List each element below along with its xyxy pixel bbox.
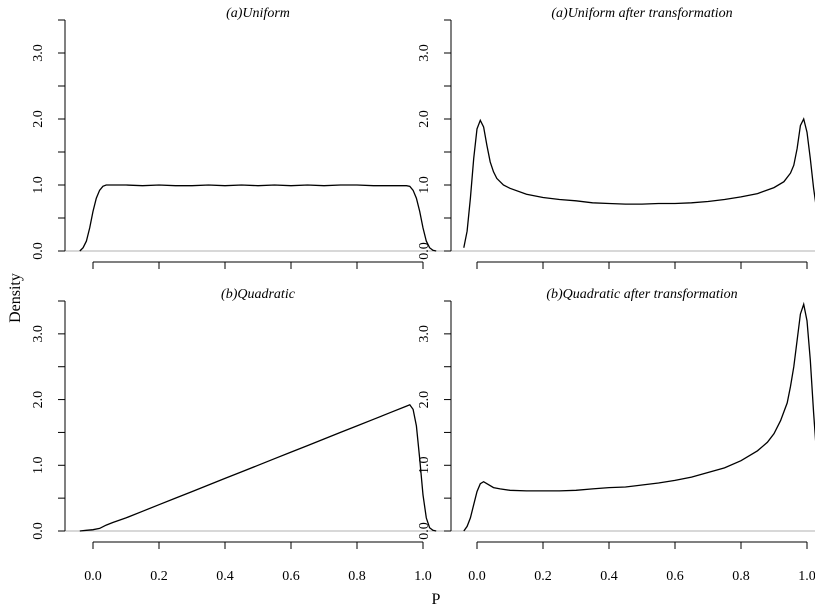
- x-tick-label: 0.0: [84, 569, 102, 584]
- x-tick-label: 0.6: [666, 569, 684, 584]
- y-tick-label: 2.0: [417, 110, 432, 128]
- x-tick-label: 0.6: [282, 569, 300, 584]
- y-tick-label: 0.0: [417, 522, 432, 540]
- y-tick-label: 1.0: [417, 457, 432, 475]
- x-tick-label: 0.2: [150, 569, 168, 584]
- x-tick-label: 0.8: [348, 569, 366, 584]
- panel-title: (a)Uniform after transformation: [551, 6, 732, 21]
- x-tick-label: 0.4: [216, 569, 234, 584]
- y-tick-label: 1.0: [31, 176, 46, 194]
- y-tick-label: 2.0: [417, 391, 432, 409]
- panel-quadratic-after-transformation: (b)Quadratic after transformation 0.0 1.0 2…: [417, 287, 815, 584]
- density-curve: [79, 404, 437, 532]
- panel-title: (b)Quadratic: [221, 287, 296, 302]
- density-curve: [463, 117, 815, 248]
- y-tick-label: 0.0: [417, 242, 432, 260]
- y-tick-label: 3.0: [417, 44, 432, 62]
- y-axis-title: Density: [7, 273, 24, 323]
- x-tick-label: 0.8: [732, 569, 750, 584]
- y-tick-label: 1.0: [31, 457, 46, 475]
- y-tick-label: 1.0: [417, 176, 432, 194]
- panel-title: (b)Quadratic after transformation: [546, 287, 737, 302]
- panel-title: (a)Uniform: [226, 6, 290, 21]
- x-tick-label: 0.4: [600, 569, 618, 584]
- x-axis-title: P: [432, 591, 441, 608]
- panel-uniform-after-transformation: (a)Uniform after transformation 0.0 1.0 2.0…: [417, 6, 815, 269]
- y-tick-label: 2.0: [31, 110, 46, 128]
- density-curve: [463, 301, 815, 532]
- y-tick-label: 3.0: [417, 325, 432, 343]
- x-tick-label: 0.2: [534, 569, 552, 584]
- y-tick-label: 0.0: [31, 242, 46, 260]
- y-tick-label: 2.0: [31, 391, 46, 409]
- y-tick-label: 3.0: [31, 325, 46, 343]
- y-tick-label: 0.0: [31, 522, 46, 540]
- x-tick-label: 1.0: [798, 569, 815, 584]
- x-tick-label: 0.0: [468, 569, 486, 584]
- x-tick-label: 1.0: [414, 569, 432, 584]
- density-curve: [79, 184, 437, 252]
- y-tick-label: 3.0: [31, 44, 46, 62]
